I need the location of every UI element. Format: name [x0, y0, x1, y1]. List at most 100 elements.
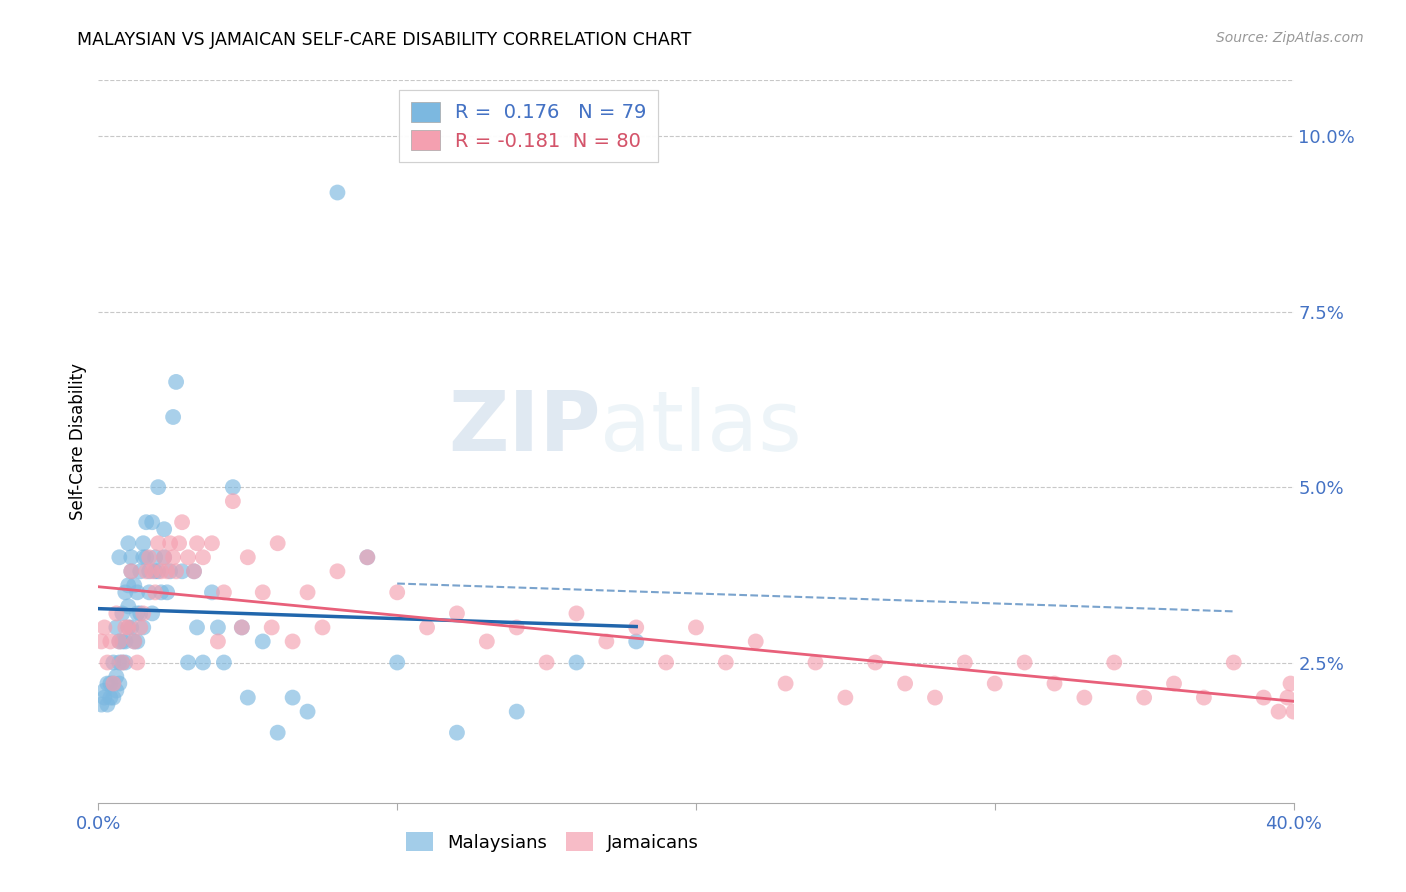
Point: [98, 634, 122, 648]
Point: [141, 564, 163, 578]
Point: [201, 536, 224, 550]
Point: [655, 656, 678, 670]
Point: [252, 585, 274, 599]
Point: [90, 698, 112, 712]
Point: [536, 656, 558, 670]
Point: [222, 480, 245, 494]
Point: [127, 607, 149, 621]
Point: [267, 536, 290, 550]
Point: [120, 564, 142, 578]
Point: [117, 620, 139, 634]
Point: [114, 634, 136, 648]
Point: [105, 620, 128, 634]
Point: [177, 550, 200, 565]
Point: [114, 585, 136, 599]
Point: [924, 690, 946, 705]
Point: [565, 656, 588, 670]
Point: [177, 656, 200, 670]
Point: [1267, 705, 1289, 719]
Point: [153, 550, 176, 565]
Point: [153, 550, 176, 565]
Point: [120, 620, 142, 634]
Point: [129, 564, 152, 578]
Point: [865, 656, 887, 670]
Point: [114, 656, 136, 670]
Point: [446, 607, 468, 621]
Point: [150, 564, 173, 578]
Point: [124, 634, 146, 648]
Point: [96, 698, 118, 712]
Point: [159, 564, 181, 578]
Point: [132, 620, 155, 634]
Point: [120, 550, 142, 565]
Point: [135, 564, 157, 578]
Point: [105, 683, 128, 698]
Point: [326, 564, 349, 578]
Point: [103, 676, 125, 690]
Point: [120, 564, 142, 578]
Point: [222, 494, 245, 508]
Point: [127, 634, 149, 648]
Point: [129, 607, 152, 621]
Point: [141, 607, 163, 621]
Point: [212, 656, 235, 670]
Point: [111, 656, 134, 670]
Point: [108, 634, 131, 648]
Point: [191, 550, 214, 565]
Point: [105, 669, 128, 683]
Point: [191, 656, 214, 670]
Point: [281, 634, 304, 648]
Point: [385, 585, 409, 599]
Point: [148, 536, 170, 550]
Point: [1253, 690, 1275, 705]
Point: [111, 656, 134, 670]
Point: [103, 656, 125, 670]
Point: [356, 550, 378, 565]
Point: [103, 676, 125, 690]
Point: [894, 676, 917, 690]
Point: [132, 550, 155, 565]
Point: [595, 634, 617, 648]
Point: [685, 620, 707, 634]
Point: [108, 550, 131, 565]
Point: [281, 690, 304, 705]
Point: [714, 656, 737, 670]
Point: [111, 607, 134, 621]
Point: [626, 634, 648, 648]
Point: [108, 676, 131, 690]
Point: [297, 705, 319, 719]
Point: [90, 634, 112, 648]
Point: [186, 620, 208, 634]
Point: [186, 536, 208, 550]
Point: [311, 620, 333, 634]
Point: [148, 480, 170, 494]
Point: [207, 620, 229, 634]
Point: [231, 620, 253, 634]
Point: [153, 522, 176, 536]
Point: [124, 634, 146, 648]
Point: [236, 550, 259, 565]
Point: [150, 585, 173, 599]
Point: [212, 585, 235, 599]
Point: [93, 683, 115, 698]
Point: [165, 564, 187, 578]
Point: [201, 585, 224, 599]
Point: [98, 690, 122, 705]
Point: [626, 620, 648, 634]
Point: [207, 634, 229, 648]
Point: [165, 375, 187, 389]
Point: [117, 578, 139, 592]
Point: [127, 585, 149, 599]
Point: [93, 620, 115, 634]
Point: [159, 536, 181, 550]
Point: [1104, 656, 1126, 670]
Point: [96, 656, 118, 670]
Point: [148, 564, 170, 578]
Point: [172, 515, 194, 529]
Point: [93, 690, 115, 705]
Point: [132, 607, 155, 621]
Point: [105, 607, 128, 621]
Text: atlas: atlas: [600, 386, 801, 467]
Point: [143, 585, 166, 599]
Point: [117, 536, 139, 550]
